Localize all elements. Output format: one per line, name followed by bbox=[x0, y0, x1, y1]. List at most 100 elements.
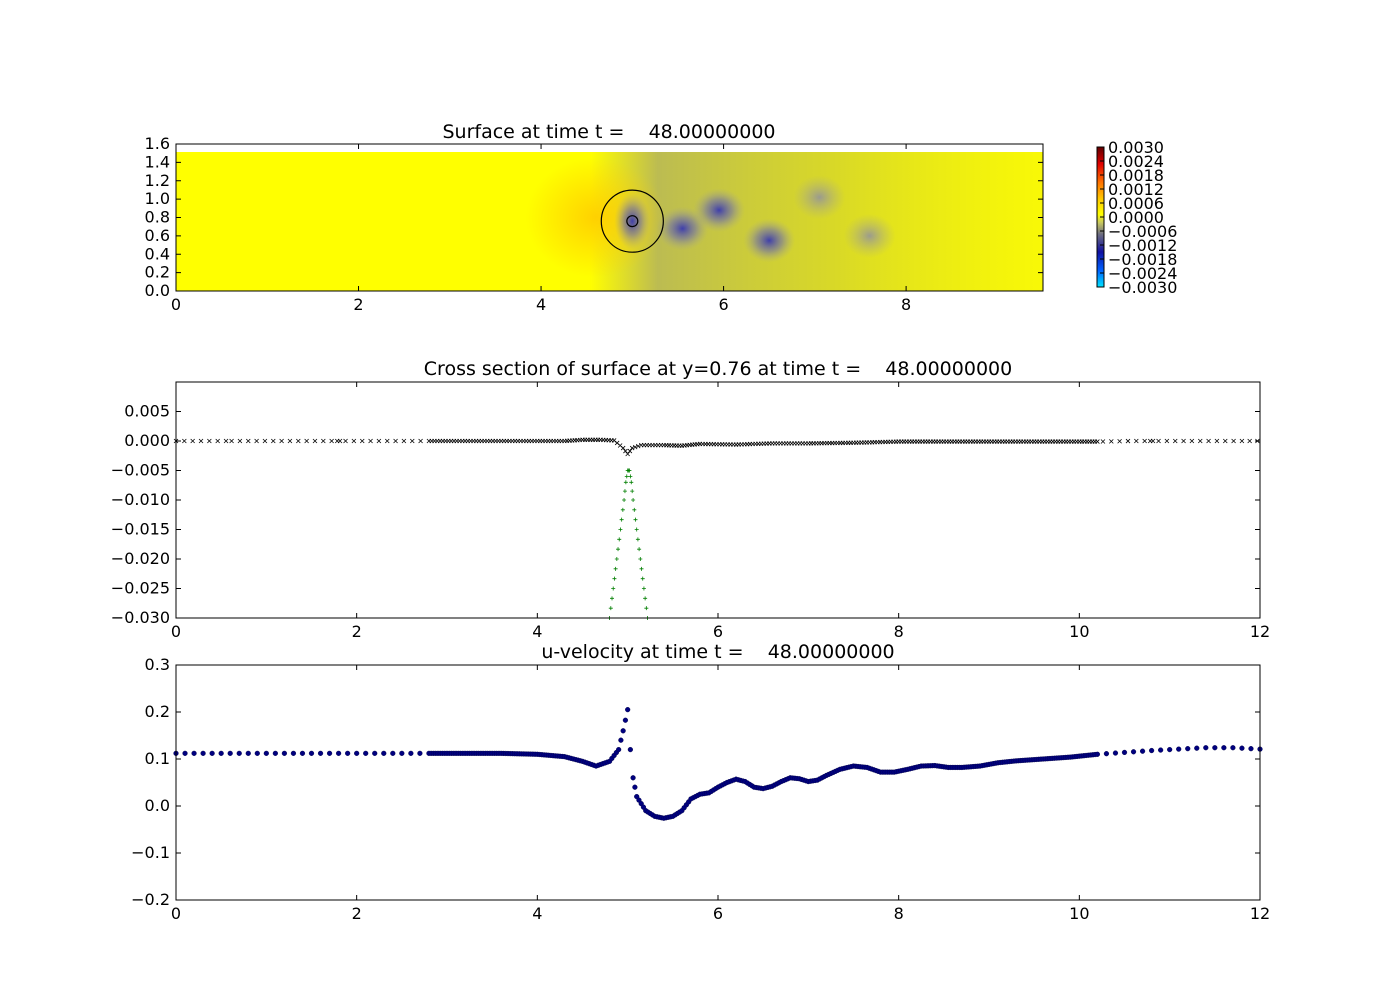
colorbar-tick-label: −0.0012 bbox=[1108, 236, 1177, 255]
u-velocity-point bbox=[630, 775, 636, 781]
p2-y-tick-label: −0.1 bbox=[131, 843, 170, 862]
u-velocity-point bbox=[1158, 747, 1164, 753]
cross-section-plus-point bbox=[623, 480, 628, 485]
cross-section-point bbox=[1214, 438, 1220, 444]
u-velocity-point bbox=[632, 784, 638, 790]
u-velocity-point bbox=[417, 750, 423, 756]
u-velocity-point bbox=[1221, 745, 1227, 751]
u-velocity-title: u-velocity at time t = 48.00000000 bbox=[541, 641, 894, 663]
colorbar-tick-label: −0.0018 bbox=[1108, 250, 1177, 269]
colorbar-tick-label: 0.0000 bbox=[1108, 208, 1164, 227]
u-velocity-point bbox=[336, 750, 342, 756]
p2-x-tick-label: 2 bbox=[352, 904, 362, 923]
u-velocity-point bbox=[363, 750, 369, 756]
cross-section-panel: 0 2 4 6 8 10 12 −0.030 −0.025 −0.020 −0.015 −0.010… bbox=[111, 358, 1270, 641]
cross-section-point bbox=[627, 448, 633, 454]
cross-section-point bbox=[1095, 439, 1100, 444]
cross-section-point bbox=[296, 438, 301, 444]
obstacle-circle bbox=[600, 189, 664, 253]
cross-section-plus-point bbox=[637, 547, 642, 552]
cross-section-plus-point bbox=[638, 557, 643, 561]
u-velocity-y-ticks: −0.2 −0.1 0.0 0.1 0.2 0.3 bbox=[131, 655, 1260, 909]
u-velocity-point bbox=[625, 707, 631, 713]
cross-section-plus-point bbox=[611, 586, 616, 591]
u-velocity-point bbox=[381, 750, 387, 756]
cross-section-point bbox=[620, 445, 626, 451]
p2-y-tick-label: 0.2 bbox=[145, 702, 170, 721]
p2-x-tick-label: 0 bbox=[171, 904, 181, 923]
cross-section-point bbox=[1100, 439, 1106, 444]
cross-section-point bbox=[337, 438, 343, 444]
heatmap-feature bbox=[614, 193, 651, 250]
cross-section-point bbox=[215, 438, 220, 444]
u-velocity-point bbox=[372, 750, 378, 756]
cross-section-point bbox=[401, 438, 407, 444]
cross-section-point bbox=[207, 438, 212, 444]
u-velocity-point bbox=[209, 750, 215, 756]
cross-section-point bbox=[254, 438, 259, 444]
p0-x-tick-label: 2 bbox=[353, 295, 363, 314]
u-velocity-point bbox=[182, 750, 188, 756]
heatmap-title: Surface at time t = 48.00000000 bbox=[442, 121, 775, 143]
cross-section-x-ticks: 0 2 4 6 8 10 12 bbox=[171, 382, 1270, 641]
cross-section-point bbox=[229, 438, 234, 444]
u-velocity-point bbox=[1112, 750, 1119, 756]
u-velocity-point bbox=[1248, 746, 1254, 752]
cross-section-plus-point bbox=[628, 474, 633, 479]
p0-y-tick-label: 0.4 bbox=[145, 244, 170, 263]
u-velocity-point bbox=[317, 750, 324, 756]
cross-section-point bbox=[190, 438, 195, 444]
p1-y-tick-label: −0.010 bbox=[111, 490, 170, 509]
u-velocity-point bbox=[218, 750, 224, 756]
p0-y-tick-label: 1.4 bbox=[145, 152, 170, 171]
cross-section-axes-frame bbox=[175, 381, 1261, 619]
u-velocity-point bbox=[281, 750, 288, 756]
u-velocity-point bbox=[191, 750, 197, 756]
cross-section-point bbox=[237, 438, 243, 444]
u-velocity-point bbox=[616, 746, 622, 753]
p0-y-tick-label: 0.0 bbox=[145, 281, 170, 300]
cross-section-point bbox=[1197, 438, 1203, 444]
u-velocity-point bbox=[390, 750, 396, 756]
u-velocity-point bbox=[620, 728, 626, 734]
colorbar-tick-label: 0.0006 bbox=[1108, 194, 1164, 213]
p1-x-tick-label: 0 bbox=[171, 622, 181, 641]
colorbar-tick-label: −0.0006 bbox=[1108, 222, 1177, 241]
cross-section-point bbox=[376, 438, 382, 444]
cross-section-plus-point bbox=[643, 596, 648, 601]
cross-section-plus-point bbox=[624, 474, 629, 479]
u-velocity-point bbox=[399, 750, 405, 756]
cross-section-plus-point bbox=[640, 576, 645, 581]
cross-section-point bbox=[393, 438, 398, 444]
cross-section-point bbox=[270, 438, 276, 444]
p0-x-tick-label: 0 bbox=[171, 295, 181, 314]
cross-section-point bbox=[1206, 438, 1211, 444]
cross-section-plus-point bbox=[631, 498, 636, 502]
p0-y-tick-label: 0.2 bbox=[145, 263, 170, 282]
cross-section-point bbox=[1172, 438, 1178, 444]
u-velocity-point bbox=[1167, 746, 1173, 753]
p1-y-tick-label: −0.005 bbox=[111, 461, 170, 480]
cross-section-plus-point bbox=[644, 606, 649, 611]
colorbar-tick-label: 0.0018 bbox=[1108, 166, 1164, 185]
u-velocity-point bbox=[308, 750, 315, 756]
cross-section-point bbox=[1125, 438, 1131, 444]
cross-section-point bbox=[1189, 438, 1195, 444]
p2-y-tick-label: 0.1 bbox=[145, 749, 170, 768]
u-velocity-point bbox=[1230, 745, 1236, 751]
p1-y-tick-label: −0.030 bbox=[111, 608, 170, 627]
cross-section-point bbox=[1150, 438, 1156, 444]
u-velocity-point bbox=[290, 750, 297, 756]
cross-section-plus-point bbox=[616, 547, 621, 552]
heatmap-features bbox=[176, 144, 1043, 278]
p2-x-tick-label: 6 bbox=[713, 904, 723, 923]
cross-section-plus-point bbox=[634, 527, 639, 532]
p2-y-tick-label: −0.2 bbox=[131, 890, 170, 909]
u-velocity-point bbox=[618, 737, 624, 743]
p1-x-tick-label: 8 bbox=[894, 622, 904, 641]
cross-section-plus-point bbox=[641, 586, 646, 591]
cross-section-point bbox=[1222, 438, 1228, 444]
heatmap-feature bbox=[843, 213, 896, 258]
cross-section-point bbox=[223, 438, 229, 444]
u-velocity-point bbox=[236, 750, 242, 756]
